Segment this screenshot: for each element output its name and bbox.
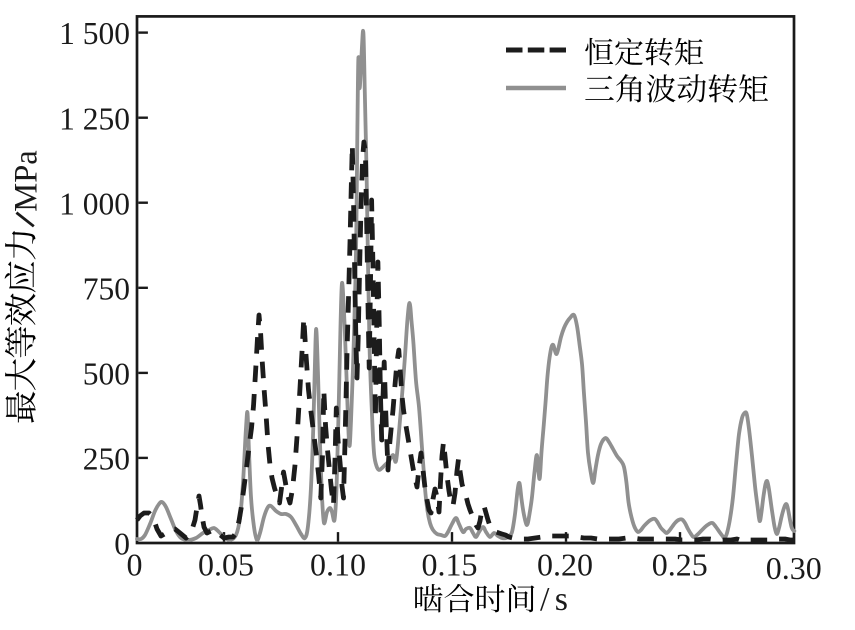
svg-text:500: 500 bbox=[83, 357, 130, 392]
svg-text:0: 0 bbox=[114, 527, 130, 562]
svg-text:0.05: 0.05 bbox=[198, 547, 254, 583]
svg-text:1 000: 1 000 bbox=[59, 186, 130, 221]
svg-text:0.30: 0.30 bbox=[766, 550, 822, 586]
svg-text:0: 0 bbox=[127, 547, 143, 583]
svg-text:0.25: 0.25 bbox=[652, 547, 708, 583]
svg-text:1 250: 1 250 bbox=[59, 101, 130, 136]
svg-text:1 500: 1 500 bbox=[59, 16, 130, 51]
svg-text:0.20: 0.20 bbox=[537, 547, 593, 583]
svg-text:/s: /s bbox=[540, 581, 568, 618]
svg-text:250: 250 bbox=[83, 442, 130, 477]
svg-text:750: 750 bbox=[83, 271, 130, 306]
svg-text:0.15: 0.15 bbox=[422, 547, 478, 583]
svg-text:MPa: MPa bbox=[9, 150, 45, 211]
svg-text:0.10: 0.10 bbox=[310, 547, 366, 583]
